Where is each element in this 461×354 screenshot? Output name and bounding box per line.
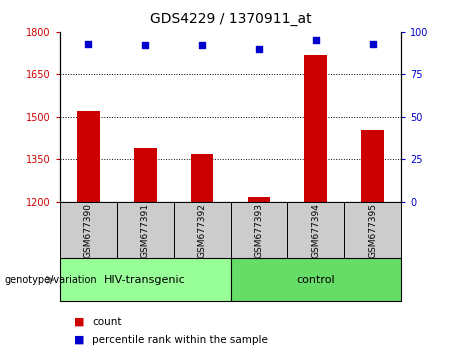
Bar <box>344 202 401 258</box>
Bar <box>60 258 230 301</box>
Bar <box>230 202 287 258</box>
Bar <box>174 202 230 258</box>
Text: genotype/variation: genotype/variation <box>5 275 97 285</box>
Point <box>198 42 206 48</box>
Bar <box>134 148 157 202</box>
Point <box>142 42 149 48</box>
Bar <box>230 258 401 301</box>
Bar <box>248 197 270 202</box>
Bar <box>77 111 100 202</box>
Text: percentile rank within the sample: percentile rank within the sample <box>92 335 268 345</box>
Text: count: count <box>92 317 122 327</box>
Text: HIV-transgenic: HIV-transgenic <box>104 275 186 285</box>
Bar <box>191 154 213 202</box>
Point <box>312 38 319 43</box>
Point <box>369 41 376 47</box>
Bar <box>117 202 174 258</box>
Text: ■: ■ <box>74 317 84 327</box>
Text: GDS4229 / 1370911_at: GDS4229 / 1370911_at <box>150 12 311 27</box>
Text: control: control <box>296 275 335 285</box>
Point <box>85 41 92 47</box>
Bar <box>361 130 384 202</box>
Text: GSM677391: GSM677391 <box>141 202 150 258</box>
Text: GSM677394: GSM677394 <box>311 202 320 258</box>
Text: GSM677390: GSM677390 <box>84 202 93 258</box>
Bar <box>304 55 327 202</box>
Text: GSM677392: GSM677392 <box>198 202 207 258</box>
Text: GSM677393: GSM677393 <box>254 202 263 258</box>
Bar <box>287 202 344 258</box>
Text: ■: ■ <box>74 335 84 345</box>
Bar <box>60 202 117 258</box>
Point <box>255 46 263 52</box>
Text: GSM677395: GSM677395 <box>368 202 377 258</box>
